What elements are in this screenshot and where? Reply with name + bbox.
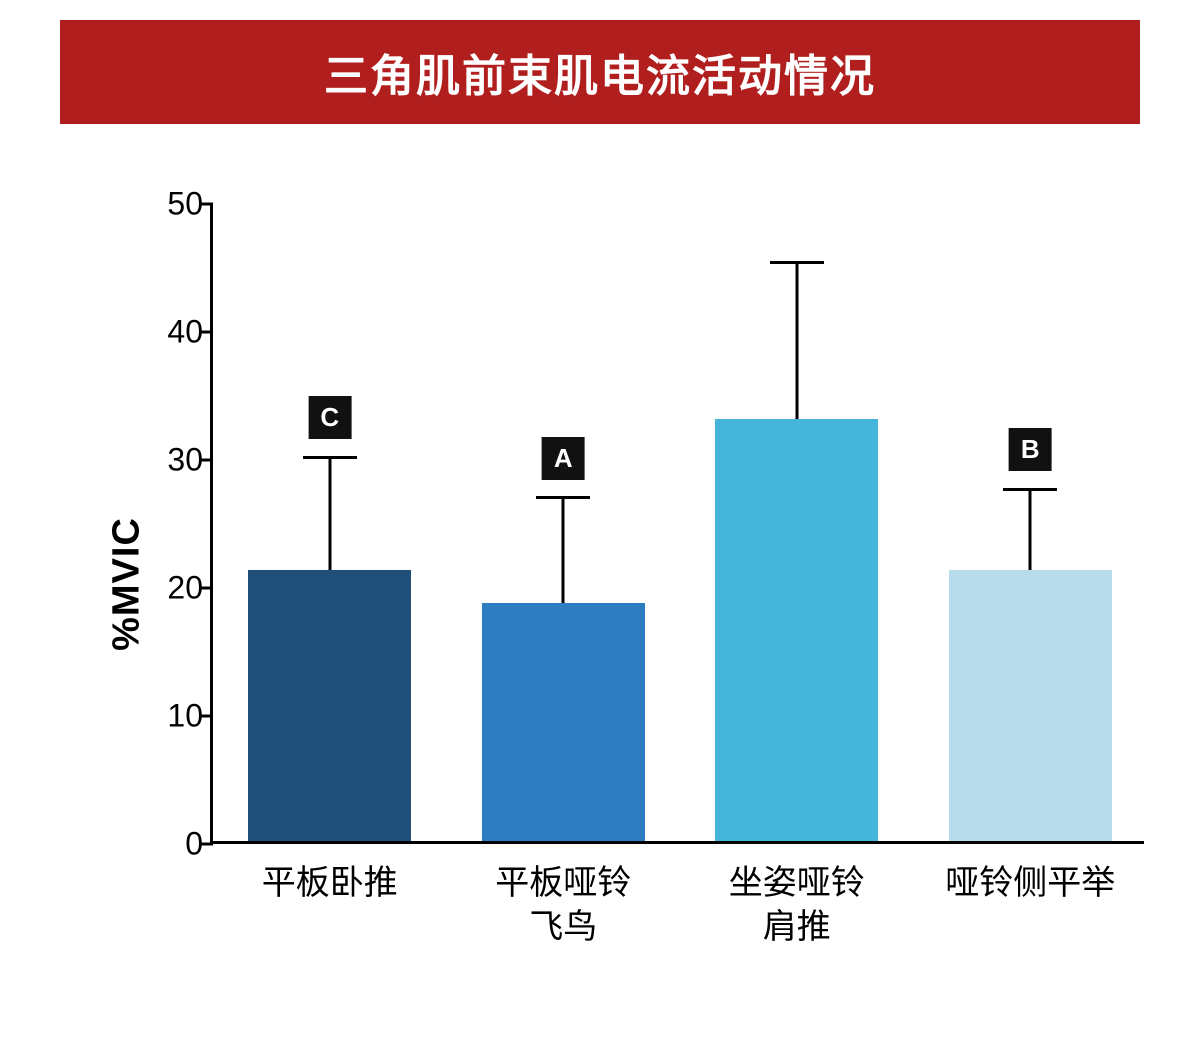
significance-badge: A [542, 437, 585, 480]
y-tick-mark [201, 331, 213, 334]
y-tick-label: 0 [143, 826, 203, 863]
x-tick-label: 哑铃侧平举 [919, 861, 1141, 905]
bar [248, 570, 411, 841]
error-cap [536, 496, 590, 499]
bar [715, 419, 878, 841]
chart-wrapper: %MVIC 01020304050C平板卧推A平板哑铃飞鸟坐姿哑铃肩推B哑铃侧平… [90, 204, 1150, 964]
y-tick-label: 20 [143, 570, 203, 607]
title-banner: 三角肌前束肌电流活动情况 [60, 20, 1140, 124]
error-cap [1003, 488, 1057, 491]
error-cap [303, 456, 357, 459]
plot-area: 01020304050C平板卧推A平板哑铃飞鸟坐姿哑铃肩推B哑铃侧平举 [210, 204, 1144, 844]
x-tick-label: 平板哑铃飞鸟 [452, 861, 674, 949]
y-tick-label: 40 [143, 314, 203, 351]
bar [482, 603, 645, 841]
error-stem [1029, 489, 1032, 570]
significance-badge: B [1009, 428, 1052, 471]
y-tick-mark [201, 203, 213, 206]
y-tick-label: 30 [143, 442, 203, 479]
error-stem [328, 457, 331, 570]
y-tick-mark [201, 843, 213, 846]
y-tick-label: 10 [143, 698, 203, 735]
error-stem [795, 262, 798, 418]
y-tick-mark [201, 715, 213, 718]
y-tick-mark [201, 459, 213, 462]
y-tick-mark [201, 587, 213, 590]
significance-badge: C [308, 396, 351, 439]
x-tick-label: 平板卧推 [219, 861, 441, 905]
y-axis-label: %MVIC [105, 517, 148, 651]
y-tick-label: 50 [143, 186, 203, 223]
error-stem [562, 498, 565, 603]
bar [949, 570, 1112, 841]
chart-title: 三角肌前束肌电流活动情况 [324, 52, 876, 101]
x-tick-label: 坐姿哑铃肩推 [686, 861, 908, 949]
error-cap [770, 261, 824, 264]
